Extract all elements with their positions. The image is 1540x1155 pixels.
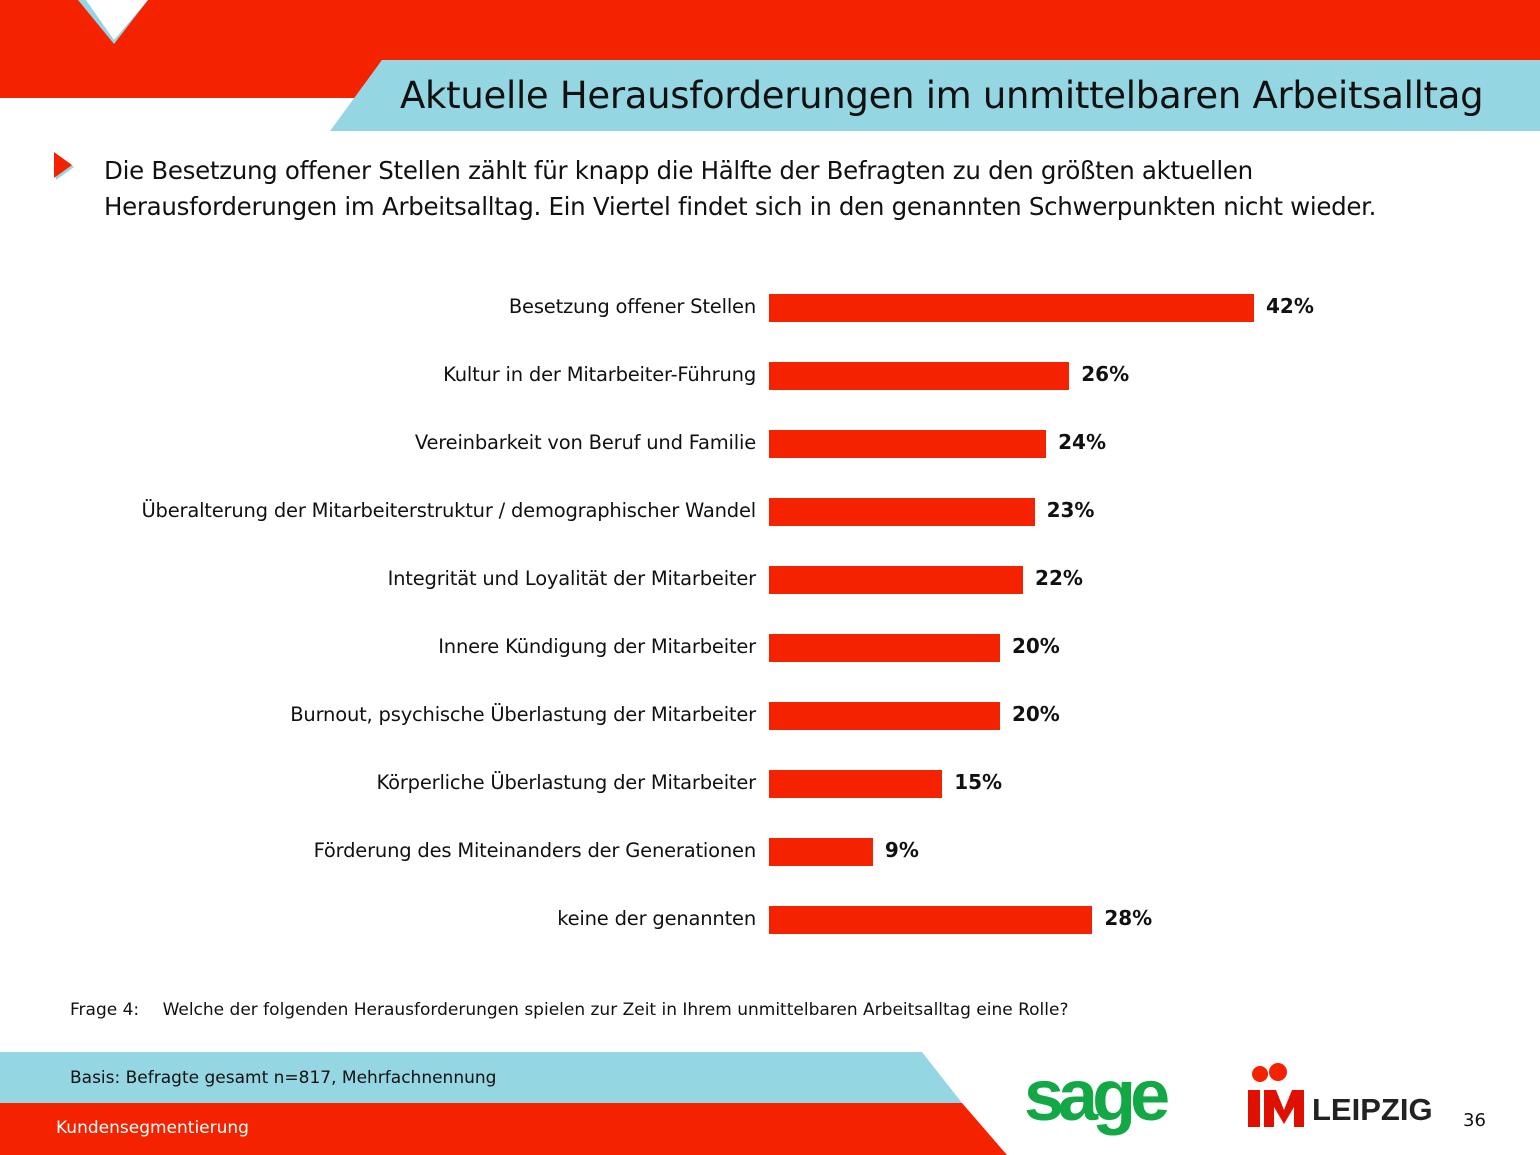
category-label: Besetzung offener Stellen (508, 295, 756, 318)
data-label: 24% (1058, 430, 1107, 454)
section-label: Kundensegmentierung (56, 1118, 249, 1138)
im-leipzig-logo: LEIPZIG (1246, 1062, 1433, 1132)
bar (769, 702, 1000, 730)
basis-note: Basis: Befragte gesamt n=817, Mehrfachne… (70, 1068, 497, 1088)
bar (769, 906, 1093, 934)
data-label: 9% (884, 838, 919, 862)
category-label: Überalterung der Mitarbeiterstruktur / d… (141, 499, 756, 522)
data-label: 28% (1104, 906, 1153, 930)
leipzig-wordmark: LEIPZIG (1312, 1092, 1433, 1127)
category-label: Körperliche Überlastung der Mitarbeiter (376, 771, 757, 794)
summary-line-1: Die Besetzung offener Stellen zählt für … (104, 156, 1253, 185)
data-label: 42% (1266, 294, 1314, 318)
category-label: Kultur in der Mitarbeiter-Führung (443, 363, 756, 386)
bar (769, 770, 943, 798)
category-label: Burnout, psychische Überlastung der Mita… (290, 703, 756, 726)
bar (769, 362, 1070, 390)
category-label: Vereinbarkeit von Beruf und Familie (414, 431, 756, 454)
bar (769, 294, 1254, 322)
sage-logo: sage (1024, 1056, 1170, 1136)
page-number: 36 (1463, 1110, 1486, 1131)
bar (769, 634, 1000, 662)
data-label: 15% (954, 770, 1003, 794)
data-label: 20% (1011, 634, 1060, 658)
bar (769, 430, 1047, 458)
category-label: Innere Kündigung der Mitarbeiter (438, 635, 756, 658)
question-note: Frage 4: Welche der folgenden Herausford… (70, 1000, 1069, 1020)
question-label: Frage 4: (70, 1000, 140, 1020)
category-label: Förderung des Miteinanders der Generatio… (313, 839, 757, 862)
category-label: Integrität und Loyalität der Mitarbeiter (387, 567, 757, 590)
data-label: 20% (1011, 702, 1060, 726)
bullet-arrow-icon (54, 152, 74, 180)
category-label: keine der genannten (557, 907, 756, 930)
bar (769, 498, 1035, 526)
summary-line-2: Herausforderungen im Arbeitsalltag. Ein … (104, 192, 1377, 221)
data-label: 26% (1081, 362, 1130, 386)
page-title: Aktuelle Herausforderungen im unmittelba… (400, 74, 1484, 117)
data-label: 22% (1035, 566, 1083, 590)
bar (769, 566, 1024, 594)
bar (769, 838, 873, 866)
data-label: 23% (1046, 498, 1095, 522)
question-text: Welche der folgenden Herausforderungen s… (162, 1000, 1069, 1020)
footer-background (0, 1052, 1007, 1155)
im-logo-icon (1248, 1063, 1304, 1127)
header-background (0, 0, 1540, 131)
